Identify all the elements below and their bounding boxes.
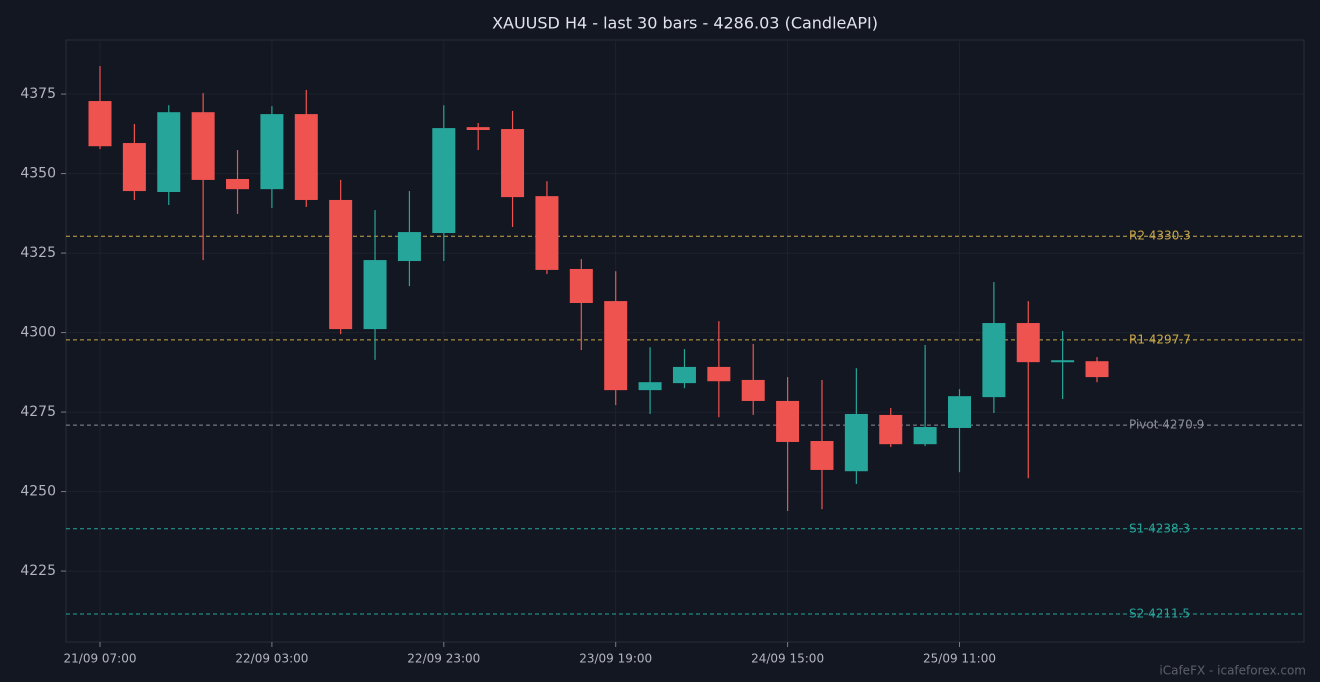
chart-title: XAUUSD H4 - last 30 bars - 4286.03 (Cand…: [492, 14, 878, 33]
candle-body: [672, 366, 696, 384]
candle-body: [157, 112, 181, 193]
x-tick-label: 24/09 15:00: [751, 652, 824, 666]
candle-body: [535, 196, 559, 270]
candle-body: [1051, 360, 1075, 363]
candle-body: [1016, 323, 1040, 363]
candle-body: [1085, 361, 1109, 378]
y-tick-label: 4225: [20, 563, 56, 579]
x-tick-label: 22/09 23:00: [407, 652, 480, 666]
level-label: R2 4330.3: [1129, 229, 1191, 243]
candle-body: [294, 114, 318, 200]
x-tick-label: 25/09 11:00: [923, 652, 996, 666]
candle-body: [948, 396, 971, 428]
candle-body: [501, 129, 525, 198]
candle-body: [741, 379, 765, 401]
y-tick-label: 4325: [20, 245, 56, 261]
y-tick-label: 4250: [20, 484, 56, 500]
candle-body: [776, 400, 800, 442]
watermark: iCafeFX - icafeforex.com: [1159, 664, 1306, 678]
candle-body: [329, 199, 353, 330]
candle-body: [226, 178, 250, 190]
level-label: S2 4211.5: [1129, 607, 1190, 621]
candle-body: [844, 413, 868, 472]
y-tick-label: 4300: [20, 325, 56, 341]
y-tick-label: 4375: [20, 86, 56, 102]
candle-body: [397, 232, 421, 262]
candle-body: [707, 366, 731, 382]
candle-body: [122, 143, 146, 192]
level-label: S1 4238.3: [1129, 521, 1190, 535]
candle-body: [879, 414, 903, 445]
candle-body: [432, 128, 456, 234]
candle-body: [604, 301, 628, 391]
candle-body: [982, 323, 1006, 398]
candle-body: [466, 127, 490, 130]
x-tick-label: 23/09 19:00: [579, 652, 652, 666]
candle-body: [88, 101, 112, 147]
plot-frame: [65, 39, 1305, 643]
y-tick-label: 4275: [20, 404, 56, 420]
candle-body: [569, 268, 593, 303]
level-label: R1 4297.7: [1129, 332, 1191, 346]
candle-body: [260, 114, 284, 190]
candle-body: [810, 441, 834, 470]
candle-body: [363, 260, 387, 330]
level-label: Pivot 4270.9: [1129, 418, 1204, 432]
candle-body: [191, 112, 215, 180]
x-tick-label: 21/09 07:00: [64, 652, 137, 666]
y-tick-label: 4350: [20, 166, 56, 182]
candle-body: [913, 427, 937, 445]
candle-body: [638, 382, 662, 391]
x-tick-label: 22/09 03:00: [235, 652, 308, 666]
